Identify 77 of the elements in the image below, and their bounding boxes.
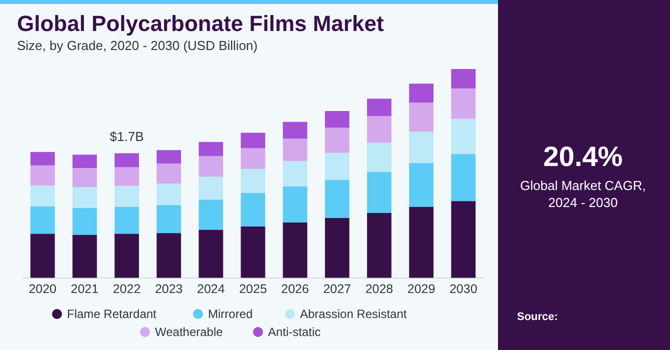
bar [282, 186, 308, 222]
text: Global Market CAGR, 2024 - 2030 [520, 178, 646, 210]
bar [198, 200, 224, 230]
bar [409, 84, 434, 103]
x-tick-label: 2025 [239, 282, 267, 296]
bar [30, 165, 55, 186]
bar [367, 98, 392, 116]
bar [156, 205, 182, 234]
bar [30, 234, 55, 278]
bar [282, 122, 308, 139]
bar [156, 150, 182, 164]
x-tick-label: 2028 [365, 282, 394, 296]
annotation: $1.7B [110, 129, 144, 144]
text: 20.4% [543, 141, 623, 172]
bar [240, 192, 266, 226]
legend-label: Abrassion Resistant [300, 307, 408, 321]
x-tick-label: 2023 [154, 282, 183, 296]
bar [156, 233, 182, 278]
bar [367, 116, 392, 143]
bar [198, 230, 224, 278]
legend-label: Mirrored [208, 307, 253, 321]
bar [324, 111, 350, 128]
bar [72, 208, 97, 235]
x-tick-label: 2026 [281, 282, 310, 296]
bar [240, 132, 266, 148]
legend-label: Flame Retardant [67, 307, 158, 321]
bar [240, 148, 266, 169]
bar [451, 69, 476, 88]
bar [156, 184, 182, 206]
x-tick-label: 2022 [112, 282, 141, 296]
bar [409, 102, 434, 132]
bar [409, 206, 434, 278]
x-tick-label: 2020 [28, 282, 57, 296]
bar [282, 222, 308, 278]
bar [367, 212, 392, 278]
bar [451, 154, 476, 202]
bar [240, 226, 266, 278]
bar [324, 128, 350, 153]
bar [240, 168, 266, 193]
bar [198, 142, 224, 156]
bar [156, 163, 182, 184]
bar [114, 186, 139, 207]
bar [72, 154, 97, 168]
bar [451, 118, 476, 154]
bar [72, 234, 97, 278]
bar [72, 187, 97, 208]
chart-title: Global Polycarbonate Films Market [17, 11, 384, 36]
bar [198, 156, 224, 177]
x-tick-label: 2021 [70, 282, 99, 296]
bar [324, 152, 350, 180]
bar [114, 167, 139, 186]
source-note: Source: [517, 311, 558, 323]
bar [282, 138, 308, 161]
bar [30, 185, 55, 206]
bar [409, 163, 434, 207]
x-tick-label: 2029 [407, 282, 436, 296]
bar [198, 176, 224, 200]
bar [324, 180, 350, 218]
x-tick-label: 2030 [449, 282, 478, 296]
bar [451, 88, 476, 119]
legend-label: Anti-static [268, 325, 321, 339]
bar [324, 218, 350, 278]
bar [30, 206, 55, 234]
bar [409, 132, 434, 164]
bar [367, 172, 392, 213]
bar [72, 168, 97, 188]
bar [367, 142, 392, 172]
bar [451, 201, 476, 278]
x-tick-label: 2024 [197, 282, 225, 296]
bar [30, 152, 55, 166]
x-tick-label: 2027 [323, 282, 352, 296]
bar [282, 160, 308, 186]
chart-subtitle: Size, by Grade, 2020 - 2030 (USD Billion) [17, 38, 258, 53]
bar [114, 153, 139, 168]
bar [114, 234, 139, 278]
bar [114, 206, 139, 234]
legend-label: Weatherable [155, 325, 224, 339]
